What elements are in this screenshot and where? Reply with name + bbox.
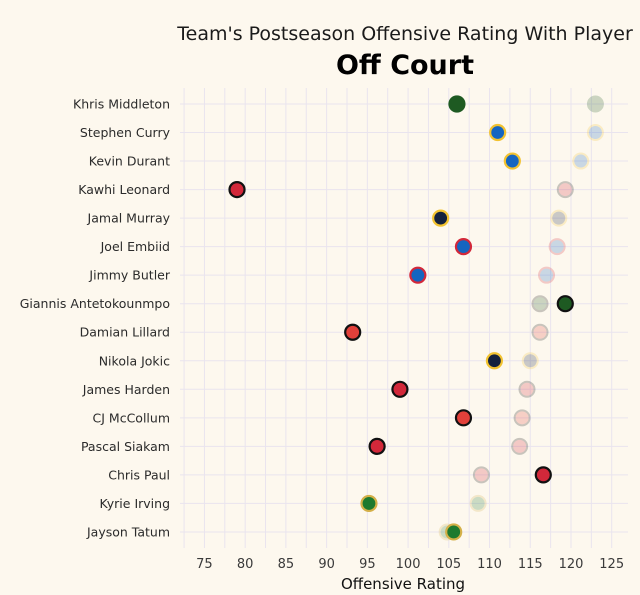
on-court-point xyxy=(538,266,556,284)
off-court-point xyxy=(409,266,427,284)
on-court-point xyxy=(511,437,529,455)
player-label: CJ McCollum xyxy=(93,410,170,425)
off-court-point xyxy=(391,380,409,398)
off-court-point xyxy=(485,352,504,370)
x-tick-label: 100 xyxy=(396,557,421,572)
off-court-point xyxy=(228,180,246,199)
player-label: Nikola Jokic xyxy=(99,353,170,368)
x-tick-label: 110 xyxy=(477,557,502,572)
player-label: Stephen Curry xyxy=(80,125,171,140)
on-court-point xyxy=(513,409,531,427)
grid xyxy=(180,88,628,548)
player-label: Khris Middleton xyxy=(73,97,170,112)
x-axis-ticks: 75 80 85 90 95 100 105 110 115 120 125 xyxy=(196,557,624,572)
off-court-point xyxy=(503,152,521,170)
off-court-point xyxy=(448,95,466,113)
player-label: Joel Embiid xyxy=(100,239,170,254)
x-tick-label: 95 xyxy=(359,557,376,572)
on-court-point xyxy=(572,152,590,170)
player-label: James Harden xyxy=(82,382,170,397)
player-label: Kawhi Leonard xyxy=(78,182,170,197)
x-tick-label: 90 xyxy=(318,557,335,572)
on-court-point xyxy=(586,124,604,142)
on-court-point xyxy=(531,295,549,313)
x-tick-label: 120 xyxy=(559,557,584,572)
x-axis-label: Offensive Rating xyxy=(341,575,465,593)
on-court-point xyxy=(548,238,566,256)
off-court-point xyxy=(360,494,378,513)
player-label: Kyrie Irving xyxy=(99,496,170,511)
x-tick-label: 115 xyxy=(518,557,543,572)
x-tick-label: 105 xyxy=(436,557,461,572)
x-tick-label: 80 xyxy=(237,557,254,572)
off-court-point xyxy=(454,238,473,256)
player-label: Damian Lillard xyxy=(80,325,170,340)
off-court-point xyxy=(556,295,574,313)
off-court-point xyxy=(432,209,450,227)
x-tick-label: 75 xyxy=(196,557,213,572)
off-court-point xyxy=(344,323,362,341)
on-court-point xyxy=(518,380,536,398)
on-court-point xyxy=(550,209,568,227)
off-court-point xyxy=(445,523,463,541)
off-court-point xyxy=(534,466,552,484)
player-label: Jamal Murray xyxy=(87,211,171,226)
x-tick-label: 125 xyxy=(599,557,624,572)
chart-title: Team's Postseason Offensive Rating With … xyxy=(176,23,633,45)
player-label: Pascal Siakam xyxy=(81,439,170,454)
player-labels: Khris Middleton Stephen Curry Kevin Durant… xyxy=(20,97,171,540)
off-court-point xyxy=(489,123,507,142)
chart-subtitle: Off Court xyxy=(336,50,474,81)
on-court-point xyxy=(469,494,487,512)
player-label: Chris Paul xyxy=(108,467,170,482)
on-court-point xyxy=(556,181,574,199)
player-label: Giannis Antetokounmpo xyxy=(20,296,170,311)
on-court-point xyxy=(531,323,549,341)
player-label: Jayson Tatum xyxy=(86,524,170,539)
x-tick-label: 85 xyxy=(278,557,295,572)
player-label: Kevin Durant xyxy=(89,154,170,169)
on-court-point xyxy=(472,466,490,484)
player-label: Jimmy Butler xyxy=(88,268,170,283)
on-court-point xyxy=(521,352,539,370)
off-court-point xyxy=(368,437,386,455)
off-court-point xyxy=(454,409,473,427)
on-court-point xyxy=(586,95,604,113)
data-points xyxy=(228,95,604,541)
